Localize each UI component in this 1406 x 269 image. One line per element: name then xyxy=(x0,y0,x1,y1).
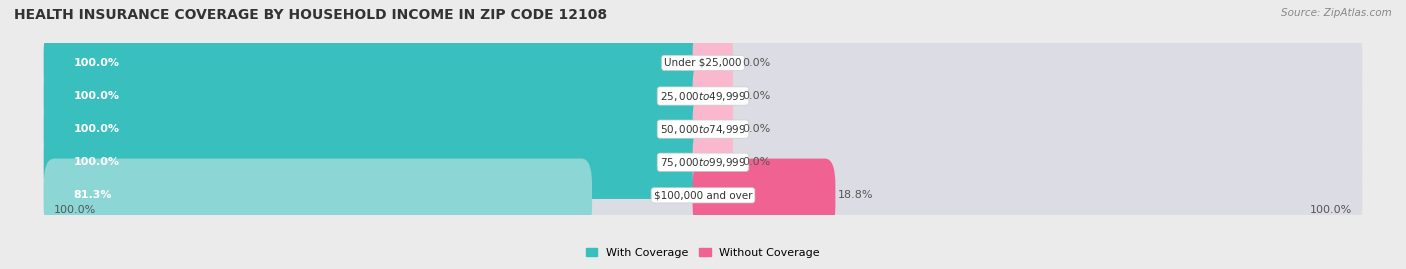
FancyBboxPatch shape xyxy=(693,92,733,166)
Text: 0.0%: 0.0% xyxy=(742,157,770,167)
Text: 81.3%: 81.3% xyxy=(73,190,112,200)
Text: $25,000 to $49,999: $25,000 to $49,999 xyxy=(659,90,747,102)
Text: Under $25,000: Under $25,000 xyxy=(664,58,742,68)
Text: 0.0%: 0.0% xyxy=(742,124,770,134)
Text: 100.0%: 100.0% xyxy=(73,91,120,101)
Text: $100,000 and over: $100,000 and over xyxy=(654,190,752,200)
Text: 100.0%: 100.0% xyxy=(73,58,120,68)
FancyBboxPatch shape xyxy=(693,26,733,100)
FancyBboxPatch shape xyxy=(44,125,1362,199)
Text: 18.8%: 18.8% xyxy=(838,190,873,200)
Text: 100.0%: 100.0% xyxy=(1309,205,1353,215)
FancyBboxPatch shape xyxy=(44,59,713,133)
FancyBboxPatch shape xyxy=(44,26,713,100)
Text: Source: ZipAtlas.com: Source: ZipAtlas.com xyxy=(1281,8,1392,18)
Legend: With Coverage, Without Coverage: With Coverage, Without Coverage xyxy=(586,248,820,258)
Text: 0.0%: 0.0% xyxy=(742,91,770,101)
FancyBboxPatch shape xyxy=(693,59,733,133)
Text: 100.0%: 100.0% xyxy=(53,205,97,215)
FancyBboxPatch shape xyxy=(44,159,592,232)
Text: $50,000 to $74,999: $50,000 to $74,999 xyxy=(659,123,747,136)
Text: 100.0%: 100.0% xyxy=(73,157,120,167)
FancyBboxPatch shape xyxy=(44,92,713,166)
FancyBboxPatch shape xyxy=(44,125,713,199)
Text: 0.0%: 0.0% xyxy=(742,58,770,68)
Text: HEALTH INSURANCE COVERAGE BY HOUSEHOLD INCOME IN ZIP CODE 12108: HEALTH INSURANCE COVERAGE BY HOUSEHOLD I… xyxy=(14,8,607,22)
FancyBboxPatch shape xyxy=(44,59,1362,133)
Text: 100.0%: 100.0% xyxy=(73,124,120,134)
FancyBboxPatch shape xyxy=(44,92,1362,166)
FancyBboxPatch shape xyxy=(44,159,1362,232)
FancyBboxPatch shape xyxy=(44,26,1362,100)
Text: $75,000 to $99,999: $75,000 to $99,999 xyxy=(659,156,747,169)
FancyBboxPatch shape xyxy=(693,125,733,199)
FancyBboxPatch shape xyxy=(693,159,835,232)
